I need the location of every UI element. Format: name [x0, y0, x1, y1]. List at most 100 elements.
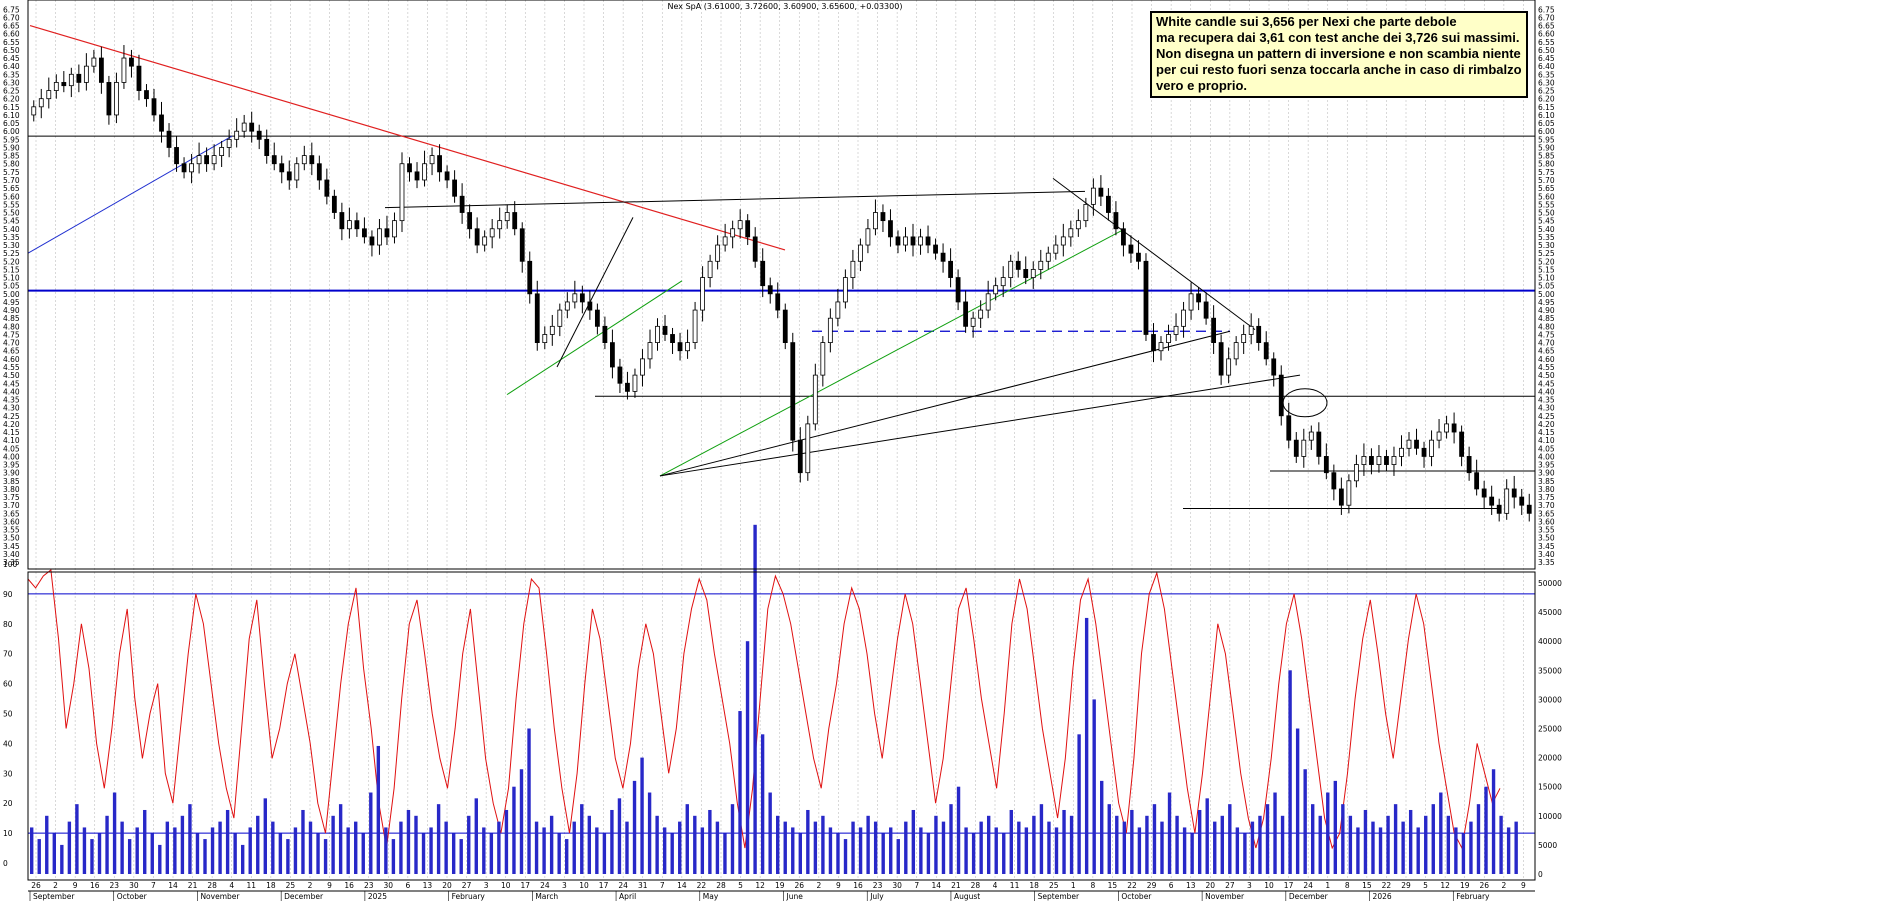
- price-tick-left: 5.10: [3, 274, 20, 283]
- price-tick-right: 5.10: [1538, 274, 1555, 283]
- volume-bar: [1077, 734, 1081, 874]
- price-tick-left: 3.90: [3, 469, 20, 478]
- candle-body: [121, 57, 127, 83]
- price-tick-left: 5.80: [3, 160, 20, 169]
- candle-body: [61, 82, 67, 87]
- candle-body: [1286, 415, 1292, 441]
- price-tick-right: 4.65: [1538, 347, 1555, 356]
- volume-bar: [670, 833, 674, 874]
- candle-body: [91, 57, 97, 67]
- candle-body: [519, 228, 525, 262]
- candle-body: [1346, 480, 1352, 506]
- x-month-label: February: [452, 892, 486, 901]
- price-tick-right: 4.35: [1538, 396, 1555, 405]
- volume-bar: [979, 821, 983, 874]
- x-day-label: 25: [286, 881, 296, 890]
- volume-bar: [316, 833, 320, 874]
- volume-bar: [1273, 792, 1277, 874]
- x-day-label: 7: [660, 881, 665, 890]
- volume-bar: [97, 833, 102, 874]
- candle-body: [1173, 325, 1179, 335]
- candle-body: [955, 277, 961, 303]
- price-tick-right: 5.45: [1538, 217, 1555, 226]
- stochastic-tick: 10: [3, 829, 13, 838]
- x-day-label: 26: [31, 881, 41, 890]
- price-tick-left: 5.65: [3, 184, 20, 193]
- price-tick-right: 3.95: [1538, 461, 1555, 470]
- candle-body: [865, 228, 871, 246]
- x-day-label: 14: [932, 881, 942, 890]
- volume-bar: [1401, 821, 1405, 874]
- volume-bar: [1469, 821, 1473, 874]
- candle-body: [331, 195, 337, 213]
- trendline: [1052, 177, 1256, 330]
- volume-bar: [1069, 815, 1074, 874]
- candle-body: [940, 252, 946, 262]
- candle-body: [1098, 187, 1104, 197]
- x-day-label: 7: [151, 881, 156, 890]
- candle-body: [1504, 488, 1510, 514]
- horizontal-levels: [28, 135, 1535, 509]
- volume-bar: [82, 827, 87, 874]
- volume-bar: [655, 815, 659, 874]
- volume-bar: [1371, 821, 1375, 874]
- candle-body: [933, 244, 938, 254]
- candle-body: [444, 171, 450, 181]
- candle-body: [144, 90, 149, 100]
- price-tick-right: 6.00: [1538, 127, 1555, 136]
- stochastic-tick: 20: [3, 799, 13, 808]
- volume-bar: [843, 839, 848, 874]
- x-day-label: 10: [1264, 881, 1274, 890]
- price-tick-right: 4.15: [1538, 428, 1555, 437]
- price-tick-left: 6.15: [3, 103, 20, 112]
- axes: 26 2 9 16 23 30 7 14 21 28 4 11 18 25 2 9 16 23 30 6 13 20 27 3…: [3, 0, 1562, 901]
- volume-tick: 30000: [1538, 695, 1562, 704]
- candle-body: [369, 236, 375, 246]
- price-tick-left: 6.55: [3, 38, 20, 47]
- x-month-label: November: [200, 892, 240, 901]
- candle-body: [482, 236, 488, 246]
- volume-bar: [60, 844, 64, 874]
- candle-body: [1459, 431, 1465, 457]
- volume-bar: [753, 524, 757, 874]
- volume-bar: [1160, 821, 1164, 874]
- volume-tick: 45000: [1538, 608, 1562, 617]
- volume-bar: [926, 833, 931, 874]
- volume-bar: [647, 792, 652, 874]
- price-tick-left: 5.40: [3, 225, 20, 234]
- candle-body: [452, 179, 457, 197]
- price-tick-left: 6.25: [3, 87, 20, 96]
- volume-bar: [188, 804, 192, 874]
- volume-bar: [1137, 827, 1142, 874]
- volume-tick: 0: [1538, 870, 1543, 879]
- candle-body: [422, 163, 427, 181]
- candle-body: [504, 212, 510, 222]
- candle-body: [1060, 236, 1066, 246]
- volume-bar: [150, 833, 154, 874]
- x-day-label: 17: [521, 881, 531, 890]
- candle-body: [1278, 374, 1284, 417]
- price-tick-right: 5.80: [1538, 160, 1555, 169]
- volume-bar: [1431, 804, 1435, 874]
- volume-bar: [971, 833, 976, 874]
- candle-body: [655, 325, 660, 344]
- price-tick-left: 4.10: [3, 436, 20, 445]
- candle-body: [1136, 252, 1141, 262]
- volume-bar: [1491, 769, 1496, 874]
- volume-bar: [1506, 827, 1511, 874]
- candle-body: [129, 57, 134, 67]
- candle-body: [1196, 293, 1201, 303]
- x-day-label: 22: [1382, 881, 1392, 890]
- volume-bar: [1416, 827, 1420, 874]
- price-tick-left: 3.45: [3, 542, 20, 551]
- analysis-note: White candle sui 3,656 per Nexi che part…: [1150, 11, 1528, 98]
- volume-bar: [1446, 815, 1451, 874]
- candle-body: [301, 155, 307, 165]
- volume-bar: [278, 833, 283, 874]
- candle-body: [1271, 358, 1277, 376]
- volume-tick: 40000: [1538, 637, 1562, 646]
- trendline: [659, 374, 1301, 477]
- volume-bar: [1363, 809, 1368, 874]
- candle-body: [392, 220, 397, 238]
